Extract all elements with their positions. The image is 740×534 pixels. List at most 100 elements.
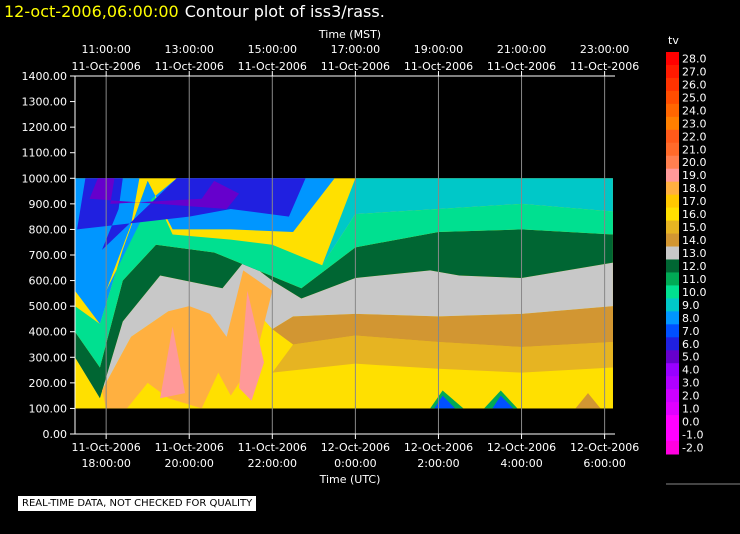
top-tick-time-2: 15:00:00 (248, 43, 297, 56)
bottom-tick-date-3: 12-Oct-2006 (321, 441, 390, 454)
colorbar-level-5: 23.0 (682, 117, 707, 130)
colorbar-swatch-13 (666, 220, 679, 235)
top-tick-date-6: 11-Oct-2006 (570, 60, 639, 73)
colorbar-swatch-8 (666, 155, 679, 170)
colorbar-level-19: 9.0 (682, 299, 700, 312)
colorbar-swatch-29 (666, 428, 679, 442)
title-date: 12-oct-2006,06:00:00 (4, 2, 179, 21)
colorbar-level-14: 14.0 (682, 234, 707, 247)
contour-band-17 (575, 393, 601, 409)
colorbar-swatch-20 (666, 311, 679, 325)
title-text: Contour plot of iss3/rass. (184, 2, 385, 21)
top-axis-label: Time (MST) (318, 28, 381, 41)
top-tick-time-1: 13:00:00 (165, 43, 214, 56)
y-tick-label-9: 900.00 (29, 198, 68, 211)
contour-band-5 (75, 180, 613, 368)
bottom-tick-time-4: 2:00:00 (417, 457, 459, 470)
contour-band-9 (89, 178, 240, 209)
colorbar-level-2: 26.0 (682, 78, 707, 91)
colorbar-swatch-26 (666, 389, 679, 403)
contour-band-14 (434, 395, 456, 409)
colorbar-swatch-24 (666, 363, 679, 377)
top-tick-date-3: 11-Oct-2006 (321, 60, 390, 73)
y-tick-label-1: 100.00 (29, 402, 68, 415)
y-tick-label-11: 1100.00 (22, 147, 68, 160)
y-tick-label-14: 1400.00 (22, 70, 68, 83)
colorbar-level-18: 10.0 (682, 286, 707, 299)
contour-band-12 (239, 290, 264, 401)
y-tick-label-4: 400.00 (29, 326, 68, 339)
colorbar-level-9: 19.0 (682, 169, 707, 182)
colorbar-level-12: 16.0 (682, 208, 707, 221)
top-tick-time-3: 17:00:00 (331, 43, 380, 56)
colorbar-label: tv (668, 34, 679, 47)
bottom-axis-label: Time (UTC) (319, 473, 381, 486)
bottom-tick-time-3: 0:00:00 (334, 457, 376, 470)
top-tick-time-4: 19:00:00 (414, 43, 463, 56)
bottom-tick-time-1: 20:00:00 (165, 457, 214, 470)
contour-band-8 (77, 178, 306, 250)
colorbar-level-8: 20.0 (682, 156, 707, 169)
bottom-tick-time-0: 18:00:00 (81, 457, 130, 470)
bottom-tick-date-5: 12-Oct-2006 (487, 441, 556, 454)
top-tick-date-1: 11-Oct-2006 (155, 60, 224, 73)
colorbar-level-24: 4.0 (682, 364, 700, 377)
bottom-tick-time-2: 22:00:00 (248, 457, 297, 470)
y-tick-label-8: 800.00 (29, 223, 68, 236)
bottom-tick-time-6: 6:00:00 (583, 457, 625, 470)
colorbar-swatch-0 (666, 52, 679, 66)
colorbar-swatch-5 (666, 116, 679, 131)
bottom-tick-date-4: 12-Oct-2006 (404, 441, 473, 454)
bottom-tick-date-2: 11-Oct-2006 (238, 441, 307, 454)
y-tick-label-3: 300.00 (29, 351, 68, 364)
colorbar-level-25: 3.0 (682, 377, 700, 390)
colorbar-level-3: 25.0 (682, 91, 707, 104)
colorbar-swatch-2 (666, 77, 679, 92)
chart-title: 12-oct-2006,06:00:00 Contour plot of iss3… (4, 2, 385, 21)
top-tick-date-5: 11-Oct-2006 (487, 60, 556, 73)
colorbar-swatch-25 (666, 376, 679, 390)
contour-band-1 (272, 335, 613, 373)
top-tick-time-0: 11:00:00 (81, 43, 130, 56)
colorbar-swatch-22 (666, 337, 679, 351)
contour-band-4 (75, 229, 613, 399)
y-tick-label-7: 700.00 (29, 249, 68, 262)
colorbar-swatch-28 (666, 415, 679, 429)
y-tick-label-2: 200.00 (29, 377, 68, 390)
colorbar-level-21: 7.0 (682, 325, 700, 338)
colorbar-level-6: 22.0 (682, 130, 707, 143)
quality-notice: REAL-TIME DATA, NOT CHECKED FOR QUALITY (18, 496, 257, 511)
colorbar-swatch-23 (666, 350, 679, 364)
colorbar-level-10: 18.0 (682, 182, 707, 195)
contour-band-16 (492, 395, 514, 409)
contour-band-11 (160, 326, 186, 399)
top-tick-time-5: 21:00:00 (497, 43, 546, 56)
colorbar-swatch-17 (666, 272, 679, 286)
colorbar-swatch-9 (666, 168, 679, 183)
contour-band-2 (272, 306, 613, 348)
colorbar-level-20: 8.0 (682, 312, 700, 325)
bottom-tick-time-5: 4:00:00 (500, 457, 542, 470)
top-tick-time-6: 23:00:00 (580, 43, 629, 56)
colorbar-swatch-1 (666, 64, 679, 79)
colorbar-swatch-14 (666, 233, 679, 248)
colorbar-level-30: -2.0 (682, 442, 703, 455)
colorbar-swatch-4 (666, 103, 679, 118)
colorbar-swatch-12 (666, 207, 679, 222)
colorbar-swatch-19 (666, 298, 679, 312)
colorbar-swatch-18 (666, 285, 679, 299)
colorbar-level-7: 21.0 (682, 143, 707, 156)
contour-band-10 (102, 270, 273, 409)
colorbar-level-29: -1.0 (682, 429, 703, 442)
y-tick-label-13: 1300.00 (22, 96, 68, 109)
colorbar-level-13: 15.0 (682, 221, 707, 234)
colorbar-swatch-10 (666, 181, 679, 196)
colorbar-level-28: 0.0 (682, 416, 700, 429)
colorbar-swatch-3 (666, 90, 679, 105)
bottom-tick-date-6: 12-Oct-2006 (570, 441, 639, 454)
contour-band-3 (75, 260, 613, 399)
colorbar-level-22: 6.0 (682, 338, 700, 351)
y-tick-label-10: 1000.00 (22, 172, 68, 185)
colorbar-level-27: 1.0 (682, 403, 700, 416)
